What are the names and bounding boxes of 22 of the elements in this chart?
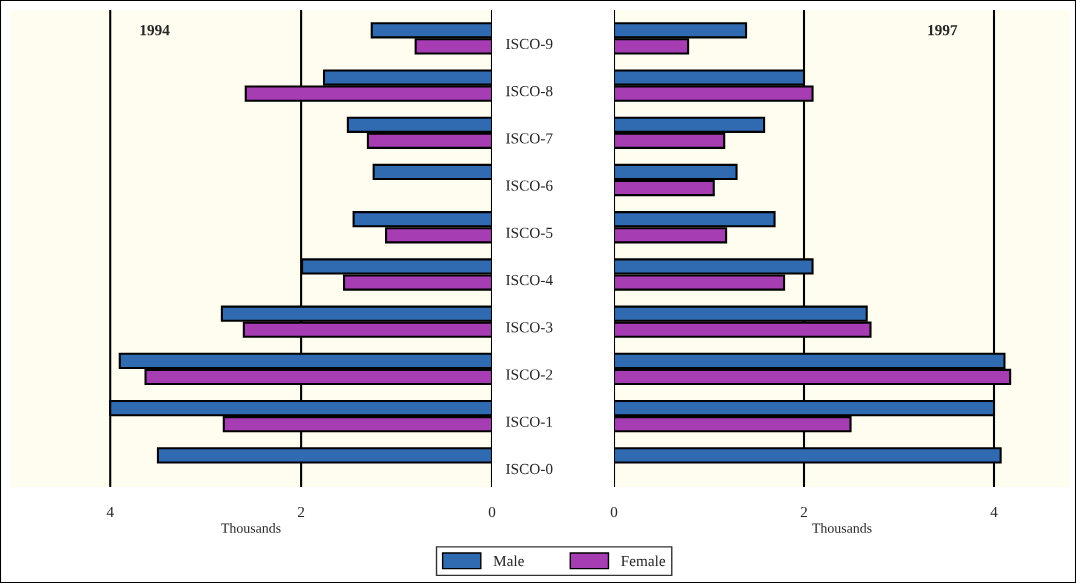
y-tick-label: ISCO-3 [506,322,553,333]
y-tick-label: ISCO-0 [506,463,553,475]
y-tick-label: ISCO-5 [506,227,553,238]
y-tick-label: ISCO-7 [506,133,553,144]
legend-label: Male [493,555,524,567]
x-axis-title: Thousands [812,523,872,533]
y-tick-label: ISCO-8 [506,86,553,97]
x-tick-label: 4 [106,506,114,518]
y-tick-label: ISCO-9 [506,38,553,50]
x-axis-title: Thousands [221,523,281,533]
y-tick-label: ISCO-2 [506,369,553,380]
x-tick-label: 0 [610,506,618,518]
text: 1994 [140,25,170,36]
x-tick-label: 2 [800,506,807,518]
y-tick-label: ISCO-1 [506,416,553,427]
x-tick-label: 0 [488,506,496,518]
x-tick-label: 2 [297,506,305,518]
y-tick-label: ISCO-4 [506,274,553,286]
legend-label: Female [621,555,666,567]
y-tick-label: ISCO-6 [506,180,553,191]
x-tick-label: 4 [990,506,998,518]
text: 1997 [928,25,958,36]
